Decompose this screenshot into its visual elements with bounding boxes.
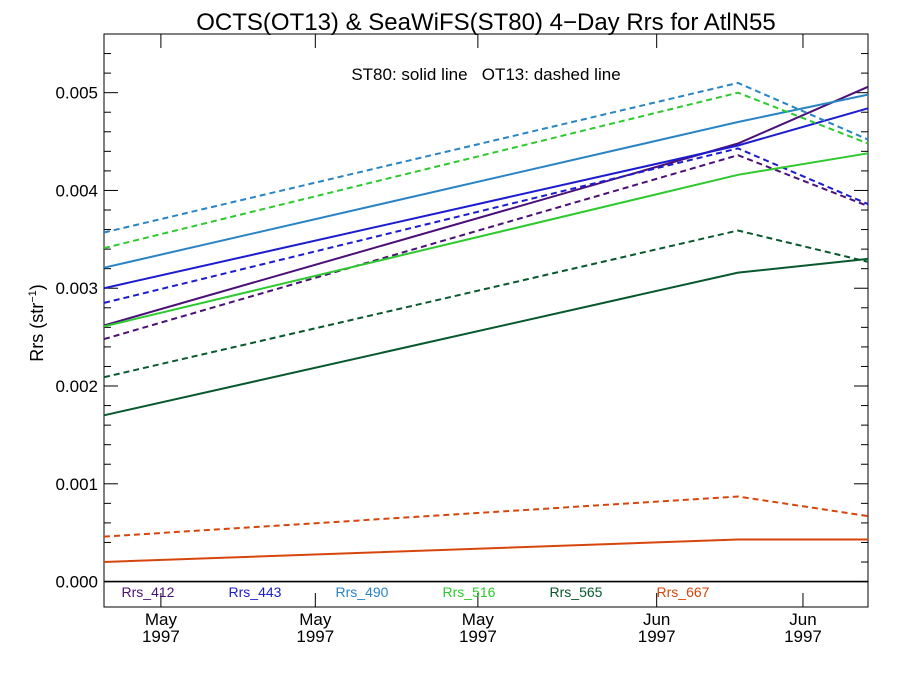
x-tick-label-line: 1997 — [459, 627, 497, 646]
series-line-rrs-667-dashed — [103, 495, 869, 538]
y-tick-label: 0.001 — [55, 475, 98, 494]
chart-subtitle: ST80: solid line OT13: dashed line — [351, 65, 620, 84]
series-line-rrs-516-solid — [103, 152, 869, 328]
x-tick-label: May 1997 — [142, 610, 180, 646]
legend-item-rrs-443: Rrs_443 — [229, 584, 282, 600]
y-axis-label: Rrs (str−1) — [27, 284, 47, 362]
x-tick-label: Jun 1997 — [638, 610, 676, 646]
legend-item-rrs-565: Rrs_565 — [550, 584, 603, 600]
x-tick-label-line: 1997 — [784, 627, 822, 646]
legend: Rrs_412 Rrs_443 Rrs_490 Rrs_516 Rrs_565 Rrs_6… — [122, 584, 710, 600]
y-axis-label-tail: ) — [27, 284, 47, 290]
plot-frame — [103, 33, 869, 608]
x-tick-label-line: Jun — [789, 610, 816, 629]
series-line-rrs-565-solid — [103, 257, 869, 417]
series-line-rrs-443-dashed — [103, 147, 869, 304]
y-axis-label-sup: −1 — [27, 290, 39, 303]
y-tick-label: 0.000 — [55, 573, 98, 592]
series-lines — [103, 81, 869, 563]
x-tick-label-line: 1997 — [142, 627, 180, 646]
legend-item-rrs-667: Rrs_667 — [657, 584, 710, 600]
x-tick-label-line: May — [145, 610, 178, 629]
chart-title: OCTS(OT13) & SeaWiFS(ST80) 4−Day Rrs for… — [196, 9, 775, 36]
legend-item-rrs-490: Rrs_490 — [336, 584, 389, 600]
series-line-rrs-490-dashed — [103, 81, 869, 234]
y-tick-label: 0.002 — [55, 377, 98, 396]
x-tick-label-line: May — [299, 610, 332, 629]
y-tick-label: 0.004 — [55, 181, 98, 200]
series-line-rrs-667-solid — [103, 538, 868, 563]
x-tick-label-line: 1997 — [638, 627, 676, 646]
legend-item-rrs-516: Rrs_516 — [443, 584, 496, 600]
x-tick-label-line: 1997 — [296, 627, 334, 646]
series-line-rrs-490-solid — [103, 93, 869, 269]
series-line-rrs-412-solid — [103, 85, 869, 327]
y-tick-label: 0.005 — [55, 84, 98, 103]
x-tick-label: May 1997 — [296, 610, 334, 646]
series-line-rrs-516-dashed — [103, 91, 869, 250]
x-tick-label-line: May — [462, 610, 495, 629]
series-line-rrs-412-dashed — [103, 154, 869, 341]
series-line-rrs-443-solid — [103, 107, 869, 290]
x-tick-label: May 1997 — [459, 610, 497, 646]
legend-item-rrs-412: Rrs_412 — [122, 584, 175, 600]
series-line-rrs-565-dashed — [103, 229, 869, 379]
y-axis-label-main: Rrs (str — [27, 303, 47, 362]
y-tick-label: 0.003 — [55, 279, 98, 298]
x-tick-label-line: Jun — [643, 610, 670, 629]
x-tick-label: Jun 1997 — [784, 610, 822, 646]
